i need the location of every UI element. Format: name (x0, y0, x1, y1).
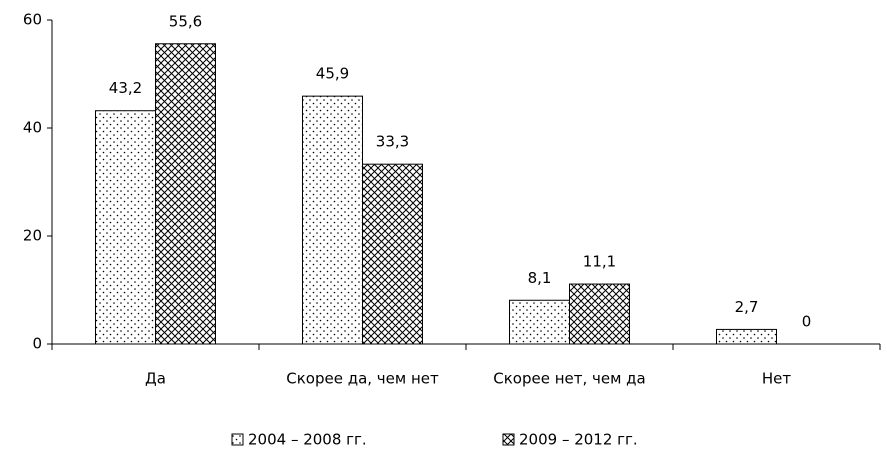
legend-label: 2009 – 2012 гг. (519, 431, 638, 449)
bar (716, 328, 777, 345)
bar (509, 299, 570, 345)
bar (95, 110, 156, 345)
data-label: 0 (802, 313, 812, 331)
y-tick-label: 40 (23, 119, 42, 137)
x-tick-label: Нет (762, 370, 792, 388)
x-tick-label: Скорее да, чем нет (286, 370, 439, 388)
data-label: 8,1 (528, 269, 552, 287)
data-label: 2,7 (735, 298, 759, 316)
legend-swatch (231, 433, 244, 446)
y-tick-label: 20 (23, 227, 42, 245)
data-label: 43,2 (109, 79, 142, 97)
data-label: 33,3 (376, 133, 409, 151)
y-tick-label: 60 (23, 11, 42, 29)
y-tick-label: 0 (32, 335, 42, 353)
bar (155, 43, 216, 345)
data-label: 45,9 (316, 65, 349, 83)
data-label: 11,1 (583, 253, 616, 271)
legend-label: 2004 – 2008 гг. (248, 431, 367, 449)
x-tick-label: Да (145, 370, 166, 388)
data-label: 55,6 (169, 12, 202, 30)
bar (362, 163, 423, 345)
bar (569, 283, 630, 345)
bar (302, 95, 363, 345)
x-tick-label: Скорее нет, чем да (493, 370, 646, 388)
legend-swatch (502, 433, 515, 446)
